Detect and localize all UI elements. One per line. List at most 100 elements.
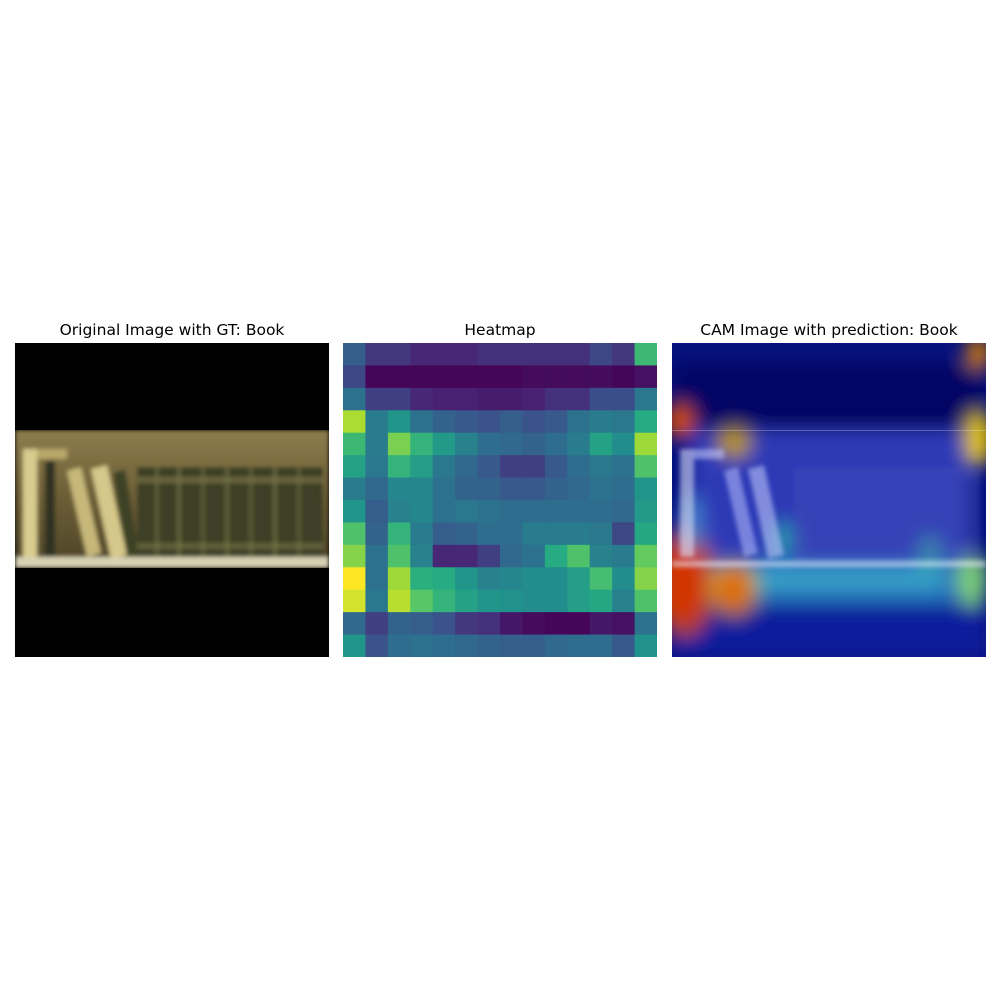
heatmap-cell bbox=[455, 567, 479, 591]
heatmap-cell bbox=[634, 612, 657, 636]
heatmap-cell bbox=[477, 455, 501, 479]
heatmap-cell bbox=[500, 544, 524, 568]
heatmap-cell bbox=[343, 522, 367, 546]
heatmap-cell bbox=[567, 500, 591, 524]
heatmap-cell bbox=[387, 343, 411, 367]
heatmap-cell bbox=[612, 410, 636, 434]
heatmap-title: Heatmap bbox=[464, 321, 536, 339]
heatmap bbox=[343, 343, 657, 657]
heatmap-cell bbox=[410, 455, 434, 479]
heatmap-cell bbox=[365, 365, 389, 389]
heatmap-cell bbox=[567, 477, 591, 501]
heatmap-cell bbox=[500, 567, 524, 591]
heatmap-cell bbox=[612, 432, 636, 456]
heatmap-cell bbox=[544, 589, 568, 613]
heatmap-cell bbox=[477, 365, 501, 389]
heatmap-cell bbox=[589, 432, 613, 456]
heatmap-cell bbox=[544, 522, 568, 546]
heatmap-cell bbox=[522, 365, 546, 389]
heatmap-cell bbox=[544, 634, 568, 657]
heatmap-cell bbox=[612, 612, 636, 636]
heatmap-cell bbox=[500, 522, 524, 546]
heatmap-cell bbox=[455, 432, 479, 456]
heatmap-cell bbox=[522, 455, 546, 479]
heatmap-cell bbox=[365, 634, 389, 657]
heatmap-cell bbox=[589, 343, 613, 367]
heatmap-cell bbox=[634, 455, 657, 479]
heatmap-cell bbox=[544, 410, 568, 434]
heatmap-cell bbox=[365, 567, 389, 591]
heatmap-cell bbox=[410, 544, 434, 568]
heatmap-cell bbox=[455, 365, 479, 389]
heatmap-cell bbox=[612, 544, 636, 568]
heatmap-cell bbox=[410, 522, 434, 546]
heatmap-cell bbox=[343, 432, 367, 456]
heatmap-cell bbox=[567, 589, 591, 613]
heatmap-cell bbox=[387, 589, 411, 613]
heatmap-cell bbox=[567, 544, 591, 568]
heatmap-cell bbox=[432, 432, 456, 456]
heatmap-cell bbox=[343, 410, 367, 434]
heatmap-cell bbox=[432, 455, 456, 479]
heatmap-cell bbox=[612, 477, 636, 501]
heatmap-cell bbox=[522, 343, 546, 367]
heatmap-cell bbox=[410, 410, 434, 434]
heatmap-cell bbox=[387, 522, 411, 546]
heatmap-cell bbox=[500, 432, 524, 456]
heatmap-cell bbox=[522, 432, 546, 456]
heatmap-cell bbox=[343, 544, 367, 568]
heatmap-cell bbox=[477, 432, 501, 456]
heatmap-cell bbox=[455, 544, 479, 568]
heatmap-cell bbox=[387, 612, 411, 636]
heatmap-cell bbox=[432, 410, 456, 434]
heatmap-cell bbox=[410, 589, 434, 613]
heatmap-cell bbox=[477, 387, 501, 411]
heatmap-cell bbox=[612, 343, 636, 367]
cam-title: CAM Image with prediction: Book bbox=[700, 321, 958, 339]
heatmap-cell bbox=[544, 500, 568, 524]
heatmap-cell bbox=[365, 500, 389, 524]
heatmap-cell bbox=[612, 567, 636, 591]
heatmap-cell bbox=[432, 567, 456, 591]
heatmap-cell bbox=[522, 589, 546, 613]
heatmap-cell bbox=[612, 365, 636, 389]
heatmap-cell bbox=[410, 567, 434, 591]
heatmap-cell bbox=[567, 343, 591, 367]
heatmap-cell bbox=[567, 432, 591, 456]
heatmap-cell bbox=[410, 365, 434, 389]
heatmap-cell bbox=[365, 387, 389, 411]
heatmap-cell bbox=[544, 365, 568, 389]
heatmap-cell bbox=[432, 612, 456, 636]
heatmap-cell bbox=[589, 544, 613, 568]
heatmap-cell bbox=[589, 410, 613, 434]
heatmap-cell bbox=[612, 387, 636, 411]
heatmap-cell bbox=[567, 634, 591, 657]
heatmap-cell bbox=[387, 477, 411, 501]
heatmap-cell bbox=[589, 365, 613, 389]
heatmap-cell bbox=[634, 365, 657, 389]
heatmap-cell bbox=[500, 343, 524, 367]
heatmap-cell bbox=[455, 410, 479, 434]
heatmap-cell bbox=[500, 634, 524, 657]
heatmap-cell bbox=[343, 365, 367, 389]
heatmap-cell bbox=[387, 387, 411, 411]
heatmap-cell bbox=[589, 455, 613, 479]
heatmap-cell bbox=[387, 544, 411, 568]
heatmap-cell bbox=[387, 410, 411, 434]
cam-books-overlay bbox=[672, 449, 986, 567]
heatmap-cell bbox=[477, 544, 501, 568]
heatmap-cell bbox=[455, 589, 479, 613]
heatmap-cell bbox=[365, 432, 389, 456]
heatmap-cell bbox=[612, 455, 636, 479]
heatmap-cell bbox=[455, 634, 479, 657]
heatmap-cell bbox=[634, 387, 657, 411]
heatmap-cell bbox=[522, 477, 546, 501]
heatmap-cell bbox=[544, 343, 568, 367]
heatmap-cell bbox=[500, 589, 524, 613]
heatmap-cell bbox=[410, 612, 434, 636]
heatmap-cell bbox=[477, 522, 501, 546]
heatmap-cell bbox=[544, 387, 568, 411]
heatmap-cell bbox=[410, 500, 434, 524]
heatmap-cell bbox=[455, 343, 479, 367]
heatmap-cell bbox=[567, 567, 591, 591]
